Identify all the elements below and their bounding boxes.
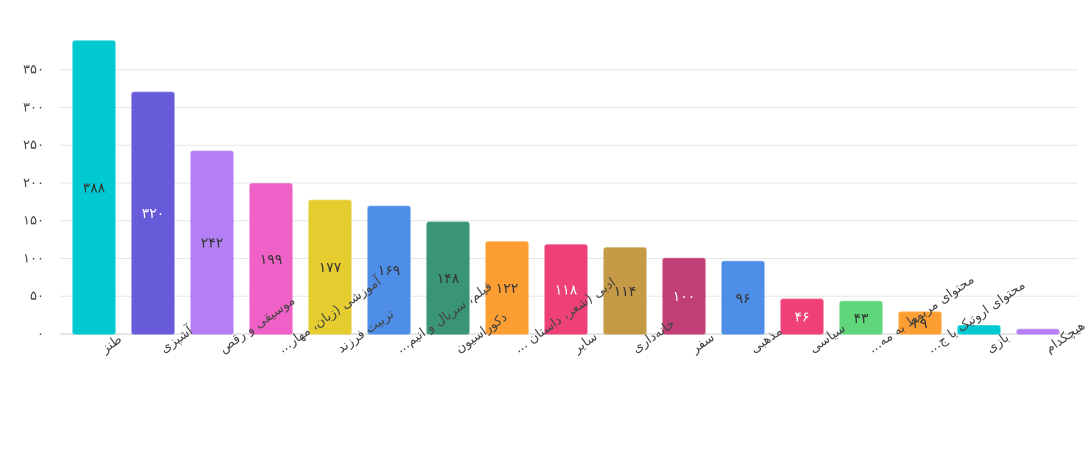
bar-value-label: ۱۰۰: [673, 289, 696, 305]
bar-value-label: ۱۲۲: [496, 281, 519, 297]
bar[interactable]: [72, 40, 116, 335]
y-tick-label: ۳۰۰: [23, 100, 44, 115]
bar-value-label: ۱۶۹: [378, 263, 401, 279]
bar-value-label: ۱۷۷: [319, 260, 342, 276]
bar[interactable]: [662, 257, 706, 335]
bar[interactable]: [780, 298, 824, 335]
y-tick-label: ۱۵۰: [23, 214, 44, 229]
bar-value-label: ۲۴۲: [201, 236, 224, 252]
bar-value-label: ۱۴۸: [437, 271, 460, 287]
bar[interactable]: [190, 150, 234, 335]
x-tick-label: طنز: [98, 332, 125, 357]
bars: [72, 40, 1060, 335]
bar-value-label: ۴۳: [853, 311, 869, 327]
bar[interactable]: [249, 182, 293, 335]
bar-value-label: ۱۹۹: [260, 252, 283, 268]
bar[interactable]: [898, 311, 942, 335]
bar[interactable]: [426, 221, 470, 335]
bar[interactable]: [839, 300, 883, 335]
bar[interactable]: [1016, 328, 1060, 335]
bar-value-label: ۱۱۴: [614, 284, 637, 300]
bar-value-label: ۳۲۰: [142, 206, 165, 222]
bar[interactable]: [544, 244, 588, 335]
bar-value-label: ۳۸۸: [83, 181, 106, 197]
y-tick-label: ۵۰: [30, 289, 44, 304]
y-tick-label: ۰: [37, 327, 44, 342]
y-tick-label: ۱۰۰: [23, 251, 44, 266]
y-tick-label: ۲۵۰: [23, 138, 44, 153]
bar[interactable]: [308, 199, 352, 335]
bar[interactable]: [485, 241, 529, 335]
bar[interactable]: [367, 205, 411, 335]
bar[interactable]: [131, 91, 175, 335]
x-tick-label: هیچکدام: [1043, 318, 1088, 356]
bar-value-label: ۹۶: [735, 291, 750, 307]
bar-value-label: ۲۹: [912, 316, 927, 332]
bar-value-label: ۱۱۸: [555, 282, 578, 298]
value-labels: ۳۸۸ ۳۲۰ ۲۴۲ ۱۹۹ ۱۷۷ ۱۶۹ ۱۴۸ ۱۲۲ ۱۱۸ ۱۱۴ ۱۰۰ ۹۶ ۴۶ ۴۳ ۲…: [83, 181, 928, 333]
bar[interactable]: [721, 260, 765, 335]
bar[interactable]: [603, 247, 647, 335]
bar[interactable]: [957, 324, 1001, 335]
y-axis-ticks: ۰ ۵۰ ۱۰۰ ۱۵۰ ۲۰۰ ۲۵۰ ۳۰۰ ۳۵۰: [23, 63, 44, 342]
y-tick-label: ۳۵۰: [23, 63, 44, 78]
bar-value-label: ۴۶: [794, 310, 809, 326]
y-tick-label: ۲۰۰: [23, 176, 44, 191]
